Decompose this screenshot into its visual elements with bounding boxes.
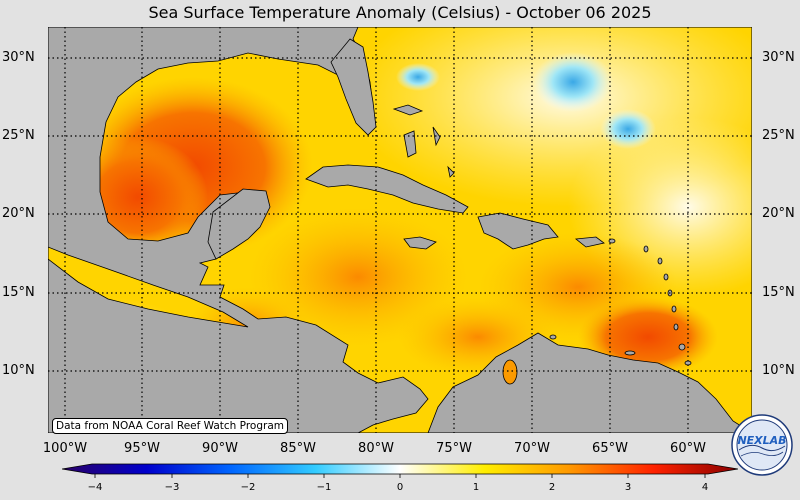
colorbar-tick-2: 2 bbox=[548, 482, 556, 493]
lat-label-15n-right: 15°N bbox=[762, 285, 795, 300]
land-lesser-antilles bbox=[549, 238, 692, 366]
map-title: Sea Surface Temperature Anomaly (Celsius… bbox=[148, 3, 652, 22]
colorbar-tick-0: 0 bbox=[396, 482, 404, 493]
land-bahamas bbox=[392, 104, 455, 178]
nexlab-logo[interactable]: NEXLAB bbox=[731, 414, 793, 476]
lat-label-25n-left: 25°N bbox=[2, 128, 35, 143]
lon-label-70w: 70°W bbox=[514, 441, 550, 456]
graticule bbox=[48, 27, 752, 433]
lat-label-10n-left: 10°N bbox=[2, 363, 35, 378]
colorbar-ramp bbox=[62, 463, 738, 475]
colorbar-tick-neg2: −2 bbox=[240, 482, 256, 493]
land-jamaica bbox=[403, 236, 437, 250]
cold-anomaly-1 bbox=[533, 52, 613, 112]
sst-anomaly-map bbox=[48, 27, 752, 433]
lon-label-60w: 60°W bbox=[670, 441, 706, 456]
land-florida bbox=[330, 38, 377, 136]
lon-label-90w: 90°W bbox=[202, 441, 238, 456]
lat-label-20n-left: 20°N bbox=[2, 206, 35, 221]
colorbar-tick-1: 1 bbox=[472, 482, 480, 493]
lat-label-25n-right: 25°N bbox=[762, 128, 795, 143]
cold-anomaly-3 bbox=[396, 63, 440, 91]
colorbar-tick-neg3: −3 bbox=[164, 482, 180, 493]
colorbar-tick-3: 3 bbox=[624, 482, 632, 493]
colorbar-tick-neg4: −4 bbox=[87, 482, 103, 493]
colorbar bbox=[62, 463, 738, 478]
lat-label-10n-right: 10°N bbox=[762, 363, 795, 378]
colorbar-tick-neg1: −1 bbox=[316, 482, 332, 493]
colorbar-tick-4: 4 bbox=[701, 482, 709, 493]
lon-label-65w: 65°W bbox=[592, 441, 628, 456]
lat-label-15n-left: 15°N bbox=[2, 285, 35, 300]
land-south-america bbox=[427, 332, 752, 433]
map-canvas bbox=[48, 27, 752, 433]
data-credit: Data from NOAA Coral Reef Watch Program bbox=[52, 418, 288, 434]
cold-anomaly-2 bbox=[600, 109, 656, 149]
lat-label-20n-right: 20°N bbox=[762, 206, 795, 221]
lat-label-30n-right: 30°N bbox=[762, 50, 795, 65]
land-yucatan bbox=[207, 188, 271, 260]
lon-label-95w: 95°W bbox=[124, 441, 160, 456]
logo-text: NEXLAB bbox=[737, 434, 786, 447]
lon-label-80w: 80°W bbox=[358, 441, 394, 456]
land-hispaniola bbox=[477, 212, 559, 250]
land-cuba bbox=[305, 164, 469, 214]
lon-label-100w: 100°W bbox=[42, 441, 88, 456]
lon-label-85w: 85°W bbox=[280, 441, 316, 456]
lon-label-75w: 75°W bbox=[436, 441, 472, 456]
lat-label-30n-left: 30°N bbox=[2, 50, 35, 65]
land-puerto-rico bbox=[574, 236, 605, 248]
